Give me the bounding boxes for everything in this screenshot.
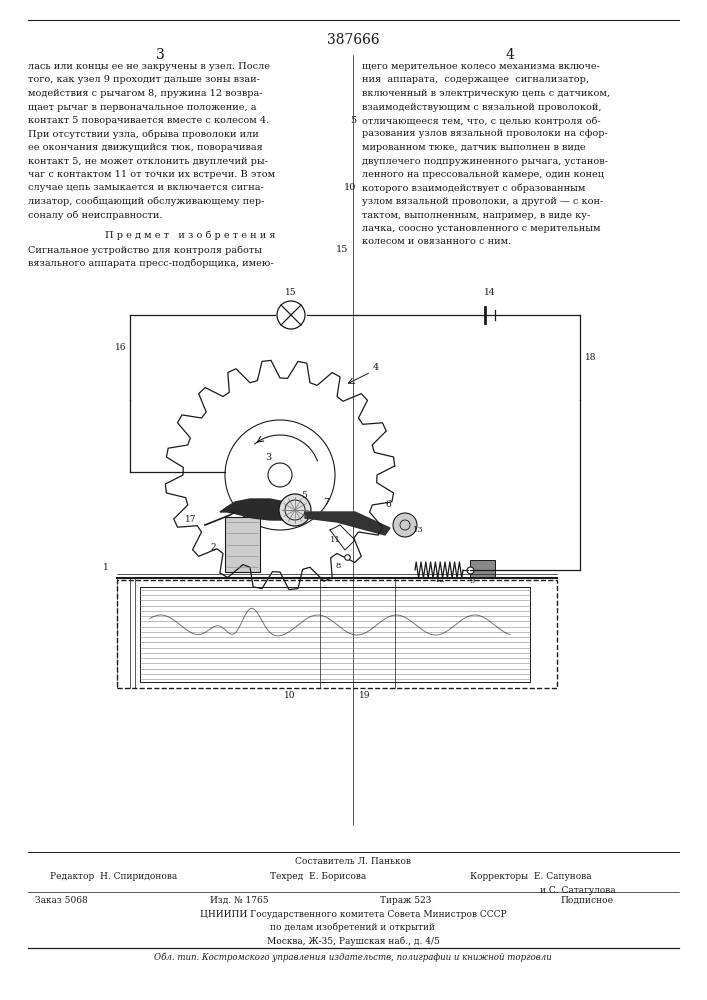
Text: 15: 15: [336, 245, 348, 254]
Text: При отсутствии узла, обрыва проволоки или: При отсутствии узла, обрыва проволоки ил…: [28, 129, 259, 139]
Text: 17: 17: [185, 515, 197, 524]
Text: ЦНИИПИ Государственного комитета Совета Министров СССР: ЦНИИПИ Государственного комитета Совета …: [199, 910, 506, 919]
Text: 7: 7: [323, 498, 329, 507]
Polygon shape: [470, 560, 495, 578]
Circle shape: [393, 513, 417, 537]
Text: лизатор, сообщающий обслуживающему пер-: лизатор, сообщающий обслуживающему пер-: [28, 197, 264, 207]
Text: модействия с рычагом 8, пружина 12 возвра-: модействия с рычагом 8, пружина 12 возвр…: [28, 89, 262, 98]
Text: 5: 5: [350, 116, 356, 125]
Text: 3: 3: [265, 453, 271, 462]
Text: щает рычаг в первоначальное положение, а: щает рычаг в первоначальное положение, а: [28, 103, 257, 111]
Text: включенный в электрическую цепь с датчиком,: включенный в электрическую цепь с датчик…: [362, 89, 610, 98]
Text: 4: 4: [373, 363, 379, 372]
Text: 19: 19: [359, 691, 370, 700]
Text: узлом вязальной проволоки, а другой — с кон-: узлом вязальной проволоки, а другой — с …: [362, 197, 603, 206]
Text: колесом и овязанного с ним.: колесом и овязанного с ним.: [362, 237, 511, 246]
Polygon shape: [220, 499, 295, 520]
Text: 10: 10: [344, 184, 356, 192]
Text: контакт 5 поворачивается вместе с колесом 4.: контакт 5 поворачивается вместе с колесо…: [28, 116, 269, 125]
Text: Редактор  Н. Спиридонова: Редактор Н. Спиридонова: [50, 872, 177, 881]
Text: 10: 10: [284, 691, 296, 700]
Text: Изд. № 1765: Изд. № 1765: [210, 896, 269, 905]
Text: чаг с контактом 11 от точки их встречи. В этом: чаг с контактом 11 от точки их встречи. …: [28, 170, 275, 179]
Text: мированном тюке, датчик выполнен в виде: мированном тюке, датчик выполнен в виде: [362, 143, 585, 152]
Text: 6: 6: [385, 500, 391, 509]
Text: лачка, соосно установленного с мерительным: лачка, соосно установленного с мерительн…: [362, 224, 600, 233]
Text: 14: 14: [484, 288, 496, 297]
Text: отличающееся тем, что, с целью контроля об-: отличающееся тем, что, с целью контроля …: [362, 116, 601, 125]
Text: ее окончания движущийся тюк, поворачивая: ее окончания движущийся тюк, поворачивая: [28, 143, 263, 152]
Text: 1: 1: [103, 563, 109, 572]
Text: 9: 9: [470, 577, 475, 585]
Text: 3: 3: [156, 48, 164, 62]
Text: Корректоры  Е. Сапунова: Корректоры Е. Сапунова: [470, 872, 592, 881]
Text: 18: 18: [585, 353, 597, 362]
Text: ния  аппарата,  содержащее  сигнализатор,: ния аппарата, содержащее сигнализатор,: [362, 76, 589, 85]
Text: лась или концы ее не закручены в узел. После: лась или концы ее не закручены в узел. П…: [28, 62, 270, 71]
Text: контакт 5, не может отклонить двуплечий ры-: контакт 5, не может отклонить двуплечий …: [28, 156, 268, 165]
Bar: [117, 580, 557, 688]
Text: и С. Сатагулова: и С. Сатагулова: [540, 886, 616, 895]
Text: Обл. тип. Костромского управления издательств, полиграфии и книжной торговли: Обл. тип. Костромского управления издате…: [154, 953, 552, 962]
Circle shape: [279, 494, 311, 526]
Text: Составитель Л. Паньков: Составитель Л. Паньков: [295, 857, 411, 866]
Text: по делам изобретений и открытий: по делам изобретений и открытий: [271, 923, 436, 932]
Text: Тираж 523: Тираж 523: [380, 896, 431, 905]
Text: взаимодействующим с вязальной проволокой,: взаимодействующим с вязальной проволокой…: [362, 103, 602, 111]
Text: которого взаимодействует с образованным: которого взаимодействует с образованным: [362, 184, 585, 193]
Bar: [225, 517, 260, 572]
Text: разования узлов вязальной проволоки на сфор-: разования узлов вязальной проволоки на с…: [362, 129, 608, 138]
Text: тактом, выполненным, например, в виде ку-: тактом, выполненным, например, в виде ку…: [362, 211, 590, 220]
Text: 2: 2: [210, 543, 216, 552]
Bar: [140, 587, 530, 682]
Text: 387666: 387666: [327, 33, 380, 47]
Text: Техред  Е. Борисова: Техред Е. Борисова: [270, 872, 366, 881]
Text: 4: 4: [506, 48, 515, 62]
Text: Заказ 5068: Заказ 5068: [35, 896, 88, 905]
Text: Москва, Ж-35, Раушская наб., д. 4/5: Москва, Ж-35, Раушская наб., д. 4/5: [267, 936, 440, 946]
Text: 11: 11: [330, 536, 341, 544]
Text: 12: 12: [435, 576, 445, 584]
Text: Сигнальное устройство для контроля работы: Сигнальное устройство для контроля работ…: [28, 245, 262, 255]
Text: вязального аппарата пресс-подборщика, имею-: вязального аппарата пресс-подборщика, им…: [28, 259, 274, 268]
Text: 13: 13: [413, 526, 423, 534]
Text: 5: 5: [301, 491, 307, 500]
Text: 16: 16: [115, 343, 127, 352]
Text: ленного на прессовальной камере, один конец: ленного на прессовальной камере, один ко…: [362, 170, 604, 179]
Text: того, как узел 9 проходит дальше зоны взаи-: того, как узел 9 проходит дальше зоны вз…: [28, 76, 260, 85]
Text: соналу об неисправности.: соналу об неисправности.: [28, 211, 163, 220]
Text: Подписное: Подписное: [560, 896, 613, 905]
Text: 8: 8: [335, 562, 340, 570]
Polygon shape: [305, 512, 390, 535]
Text: 15: 15: [285, 288, 297, 297]
Text: случае цепь замыкается и включается сигна-: случае цепь замыкается и включается сигн…: [28, 184, 264, 192]
Text: П р е д м е т   и з о б р е т е н и я: П р е д м е т и з о б р е т е н и я: [105, 230, 275, 239]
Text: двуплечего подпружиненного рычага, установ-: двуплечего подпружиненного рычага, устан…: [362, 156, 608, 165]
Text: щего мерительное колесо механизма включе-: щего мерительное колесо механизма включе…: [362, 62, 600, 71]
